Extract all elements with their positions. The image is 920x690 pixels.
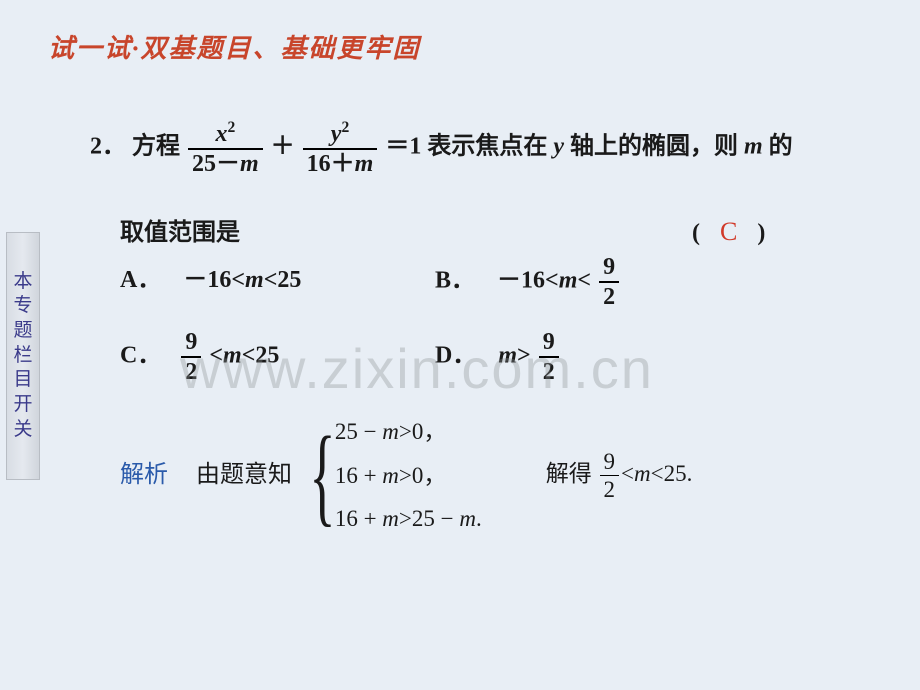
frac1-num-var: x: [215, 121, 227, 147]
problem-number: 2．: [90, 134, 126, 160]
frac2-den-16: 16＋: [307, 151, 355, 177]
solution-intro: 由题意知: [196, 450, 292, 500]
result-frac-num: 9: [600, 450, 620, 475]
option-d-frac-den: 2: [539, 356, 559, 384]
option-a-m: m: [245, 267, 264, 293]
sidebar-char: 开: [13, 393, 32, 418]
problem-mid: 表示焦点在: [427, 134, 553, 160]
fraction-1: x2 25－m: [188, 120, 263, 176]
option-c: C． 9 2 <m<25: [120, 330, 279, 384]
result-prefix: 解得: [546, 461, 592, 486]
option-c-t2: <25: [242, 343, 280, 369]
frac2-num-var: y: [331, 121, 342, 147]
problem-suffix: 轴上的椭圆，则: [570, 134, 744, 160]
eq-one: ＝1: [385, 134, 421, 160]
option-d-m: m: [498, 343, 517, 369]
result-frac-den: 2: [600, 475, 620, 501]
solution-label: 解析: [120, 450, 168, 500]
option-a: A． －16<m<25: [120, 255, 301, 305]
sidebar-char: 本: [13, 270, 32, 295]
option-b-t1: －16<: [497, 268, 559, 294]
result-m: m: [634, 461, 651, 486]
fraction-2: y2 16＋m: [303, 120, 378, 176]
brace-cases: { 25 − m>0， 16 + m>0， 16 + m>25 − m.: [296, 410, 482, 541]
answer-letter: C: [720, 217, 737, 246]
sidebar-char: 专: [13, 294, 32, 319]
option-b-m: m: [559, 268, 578, 294]
left-brace-icon: {: [309, 426, 335, 525]
option-c-frac-num: 9: [181, 330, 201, 356]
problem-end: 的: [769, 134, 793, 160]
paren-close: ): [757, 220, 765, 246]
option-c-frac-den: 2: [181, 356, 201, 384]
problem-line-2: 取值范围是 ( C ): [120, 205, 765, 260]
option-a-label: A．: [120, 267, 161, 293]
sidebar-char: 关: [13, 418, 32, 443]
range-text: 取值范围是: [120, 220, 240, 246]
sidebar-char: 目: [13, 368, 32, 393]
sidebar-tab[interactable]: 本 专 题 栏 目 开 关: [6, 232, 40, 480]
option-b-frac: 9 2: [599, 255, 619, 309]
option-d-t1: >: [517, 343, 531, 369]
frac1-exp: 2: [227, 119, 235, 136]
solution-result: 解得 9 2 <m<25.: [546, 450, 693, 501]
option-c-m: m: [223, 343, 242, 369]
frac2-exp: 2: [341, 119, 349, 136]
sidebar-char: 题: [13, 319, 32, 344]
problem-prefix: 方程: [132, 134, 180, 160]
y-var: y: [553, 134, 564, 160]
option-c-label: C．: [120, 343, 161, 369]
frac2-den-m: m: [355, 151, 374, 177]
problem-line-1: 2． 方程 x2 25－m ＋ y2 16＋m ＝1 表示焦点在 y 轴上的椭圆…: [90, 120, 793, 176]
option-c-frac: 9 2: [181, 330, 201, 384]
case-3: 16 + m>25 − m.: [335, 497, 482, 541]
option-c-t1: <: [209, 343, 223, 369]
paren-open: (: [692, 220, 700, 246]
option-d-frac: 9 2: [539, 330, 559, 384]
option-d-frac-num: 9: [539, 330, 559, 356]
frac1-den-25: 25－: [192, 151, 240, 177]
option-b-frac-num: 9: [599, 255, 619, 281]
m-var: m: [744, 134, 763, 160]
sidebar-char: 栏: [13, 344, 32, 369]
solution-block: 解析 由题意知 { 25 − m>0， 16 + m>0， 16 + m>25 …: [120, 410, 692, 541]
case-2: 16 + m>0，: [335, 454, 482, 498]
option-a-t2: <25: [264, 267, 302, 293]
page-header: 试一试·双基题目、基础更牢固: [0, 0, 920, 65]
cases-list: 25 − m>0， 16 + m>0， 16 + m>25 − m.: [335, 410, 482, 541]
option-a-t1: －16<: [183, 267, 245, 293]
option-b-label: B．: [435, 268, 475, 294]
option-b-frac-den: 2: [599, 281, 619, 309]
option-d-label: D．: [435, 343, 476, 369]
option-b: B． －16<m< 9 2: [435, 255, 621, 309]
option-b-t2: <: [577, 268, 591, 294]
frac1-den-m: m: [240, 151, 259, 177]
result-frac: 9 2: [600, 450, 620, 501]
plus-sign: ＋: [271, 134, 295, 160]
case-1: 25 − m>0，: [335, 410, 482, 454]
result-lt2: <25.: [651, 461, 693, 486]
result-lt1: <: [621, 461, 634, 486]
option-d: D． m> 9 2: [435, 330, 561, 384]
